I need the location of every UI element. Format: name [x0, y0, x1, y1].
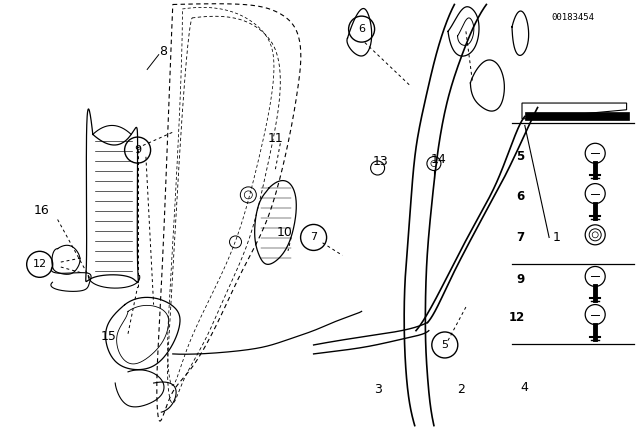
Text: 6: 6 — [516, 190, 525, 203]
Text: 2: 2 — [457, 383, 465, 396]
Text: 14: 14 — [431, 152, 446, 166]
Text: 1: 1 — [553, 231, 561, 244]
Text: 7: 7 — [516, 231, 525, 244]
Text: 11: 11 — [268, 132, 283, 146]
Text: 00183454: 00183454 — [551, 13, 595, 22]
Text: 5: 5 — [516, 150, 525, 163]
Text: 4: 4 — [521, 381, 529, 394]
Text: 15: 15 — [101, 329, 116, 343]
Text: 10: 10 — [277, 226, 292, 240]
Text: 6: 6 — [358, 24, 365, 34]
Text: 16: 16 — [34, 204, 49, 217]
Text: 3: 3 — [374, 383, 381, 396]
Text: 12: 12 — [509, 311, 525, 324]
Text: 13: 13 — [373, 155, 388, 168]
Text: 9: 9 — [516, 273, 525, 286]
Text: 9: 9 — [134, 145, 141, 155]
Text: 5: 5 — [442, 340, 448, 350]
Text: 12: 12 — [33, 259, 47, 269]
Text: 7: 7 — [310, 233, 317, 242]
Text: 8: 8 — [159, 45, 167, 58]
Polygon shape — [525, 112, 628, 120]
